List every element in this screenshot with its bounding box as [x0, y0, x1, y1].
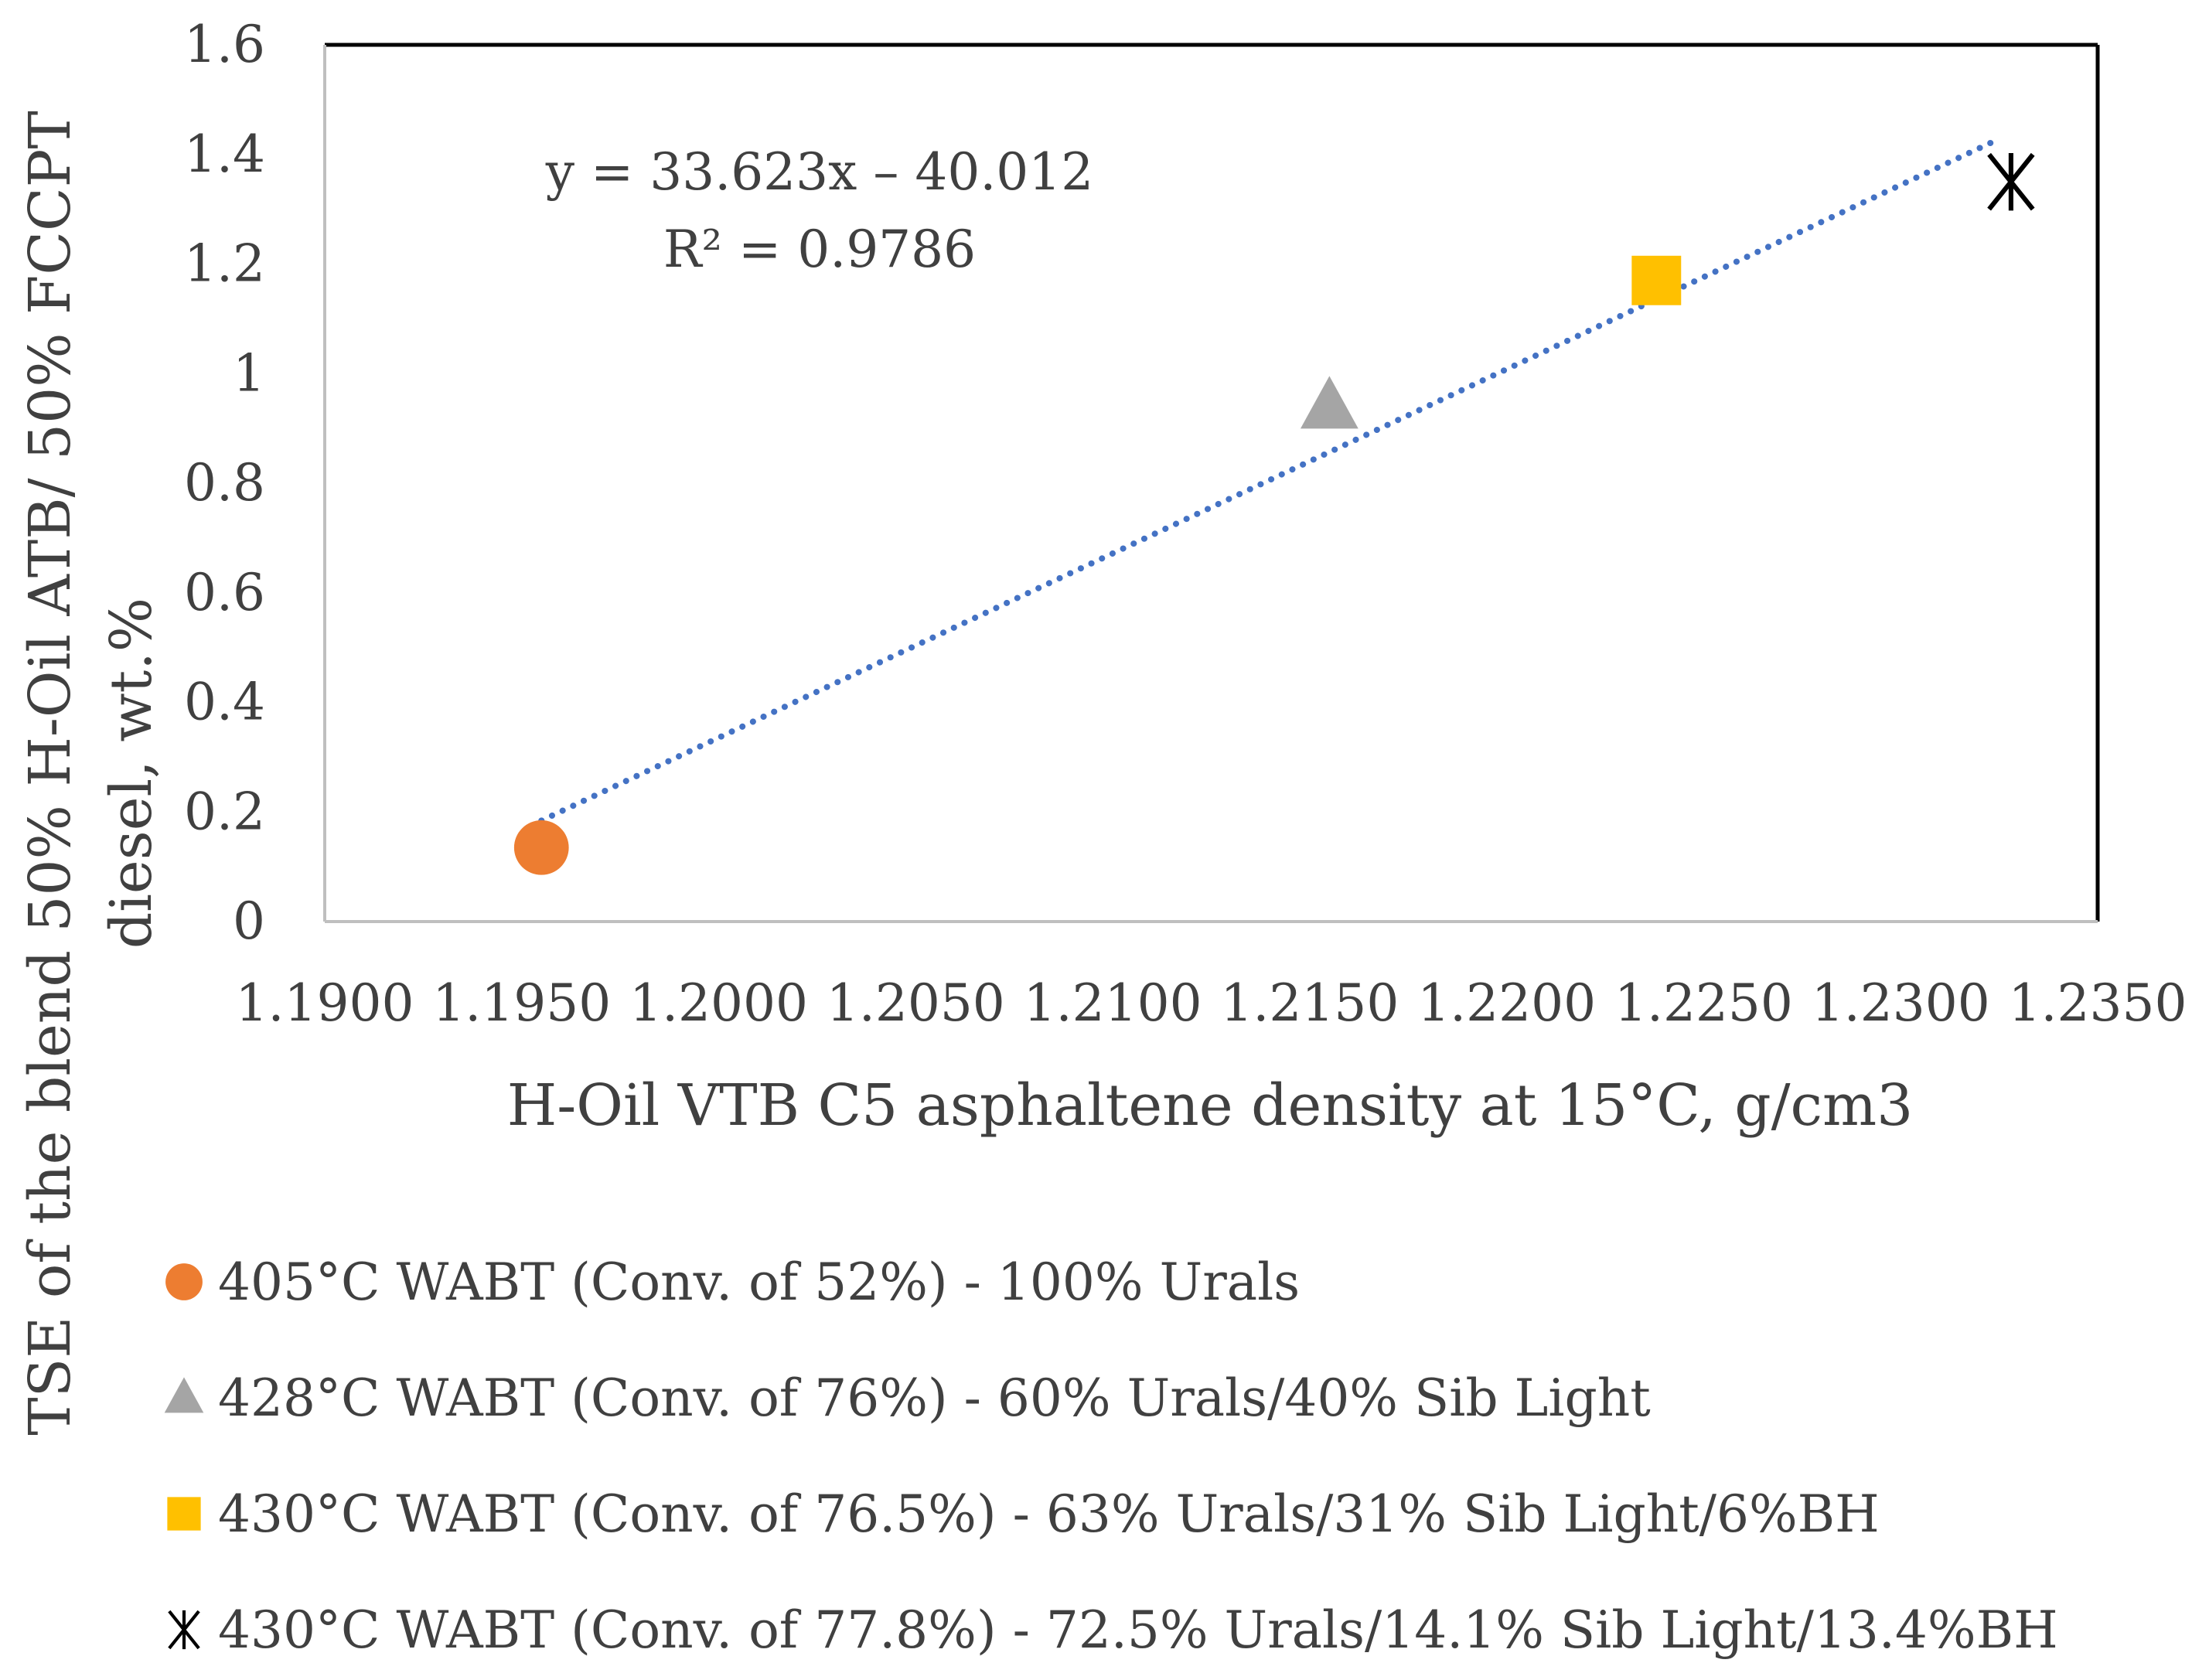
x-tick-labels: 1.1900 1.1950 1.2000 1.2050 1.2100 1.2150 1.22…: [236, 973, 2187, 1033]
y-axis-title: TSE of the blend 50% H-Oil ATB/ 50% FCCP…: [17, 111, 165, 1436]
y-tick-label: 1: [233, 343, 265, 403]
x-tick-label: 1.1900: [236, 973, 414, 1033]
y-axis-title-line-2: diesel, wt.%: [98, 598, 165, 949]
x-tick-label: 1.1950: [432, 973, 611, 1033]
y-axis-title-line-1: TSE of the blend 50% H-Oil ATB/ 50% FCCP…: [17, 111, 84, 1436]
legend-marker-asterisk: [168, 1610, 200, 1650]
legend-label: 405°C WABT (Conv. of 52%) - 100% Urals: [218, 1252, 1300, 1312]
x-tick-label: 1.2250: [1614, 973, 1793, 1033]
y-tick-label: 0.8: [184, 453, 265, 513]
legend-marker-triangle: [164, 1377, 204, 1413]
legend-label: 430°C WABT (Conv. of 76.5%) - 63% Urals/…: [218, 1484, 1880, 1544]
legend-label: 430°C WABT (Conv. of 77.8%) - 72.5% Ural…: [218, 1600, 2058, 1660]
x-tick-label: 1.2000: [629, 973, 808, 1033]
x-tick-label: 1.2300: [1812, 973, 1990, 1033]
data-point-square: [1631, 255, 1682, 305]
data-points: [513, 152, 2035, 875]
x-axis-title: H-Oil VTB C5 asphaltene density at 15°C,…: [507, 1072, 1914, 1139]
y-tick-label: 1.4: [184, 124, 265, 184]
legend-label: 428°C WABT (Conv. of 76%) - 60% Urals/40…: [218, 1368, 1651, 1428]
y-tick-label: 0.4: [184, 673, 265, 732]
legend-marker-square: [167, 1497, 201, 1531]
data-point-triangle: [1300, 376, 1358, 429]
trendline-r-squared: R² = 0.9786: [663, 220, 976, 279]
y-tick-label: 1.6: [184, 15, 265, 74]
x-tick-label: 1.2050: [827, 973, 1005, 1033]
legend: 405°C WABT (Conv. of 52%) - 100% Urals 42…: [164, 1252, 2058, 1660]
y-tick-labels: 0 0.2 0.4 0.6 0.8 1 1.2 1.4 1.6: [184, 15, 265, 951]
data-point-circle: [513, 820, 569, 875]
x-tick-label: 1.2200: [1417, 973, 1596, 1033]
x-tick-label: 1.2150: [1220, 973, 1399, 1033]
trendline-equation: y = 33.623x – 40.012: [545, 142, 1094, 202]
legend-marker-circle: [165, 1263, 203, 1300]
y-tick-label: 0.6: [184, 563, 265, 622]
x-tick-label: 1.2350: [2009, 973, 2187, 1033]
y-tick-label: 0.2: [184, 782, 265, 841]
trendline: [538, 135, 2003, 824]
x-tick-label: 1.2100: [1024, 973, 1202, 1033]
y-tick-label: 1.2: [184, 234, 265, 294]
y-tick-label: 0: [233, 891, 265, 951]
data-point-asterisk: [1987, 152, 2035, 211]
